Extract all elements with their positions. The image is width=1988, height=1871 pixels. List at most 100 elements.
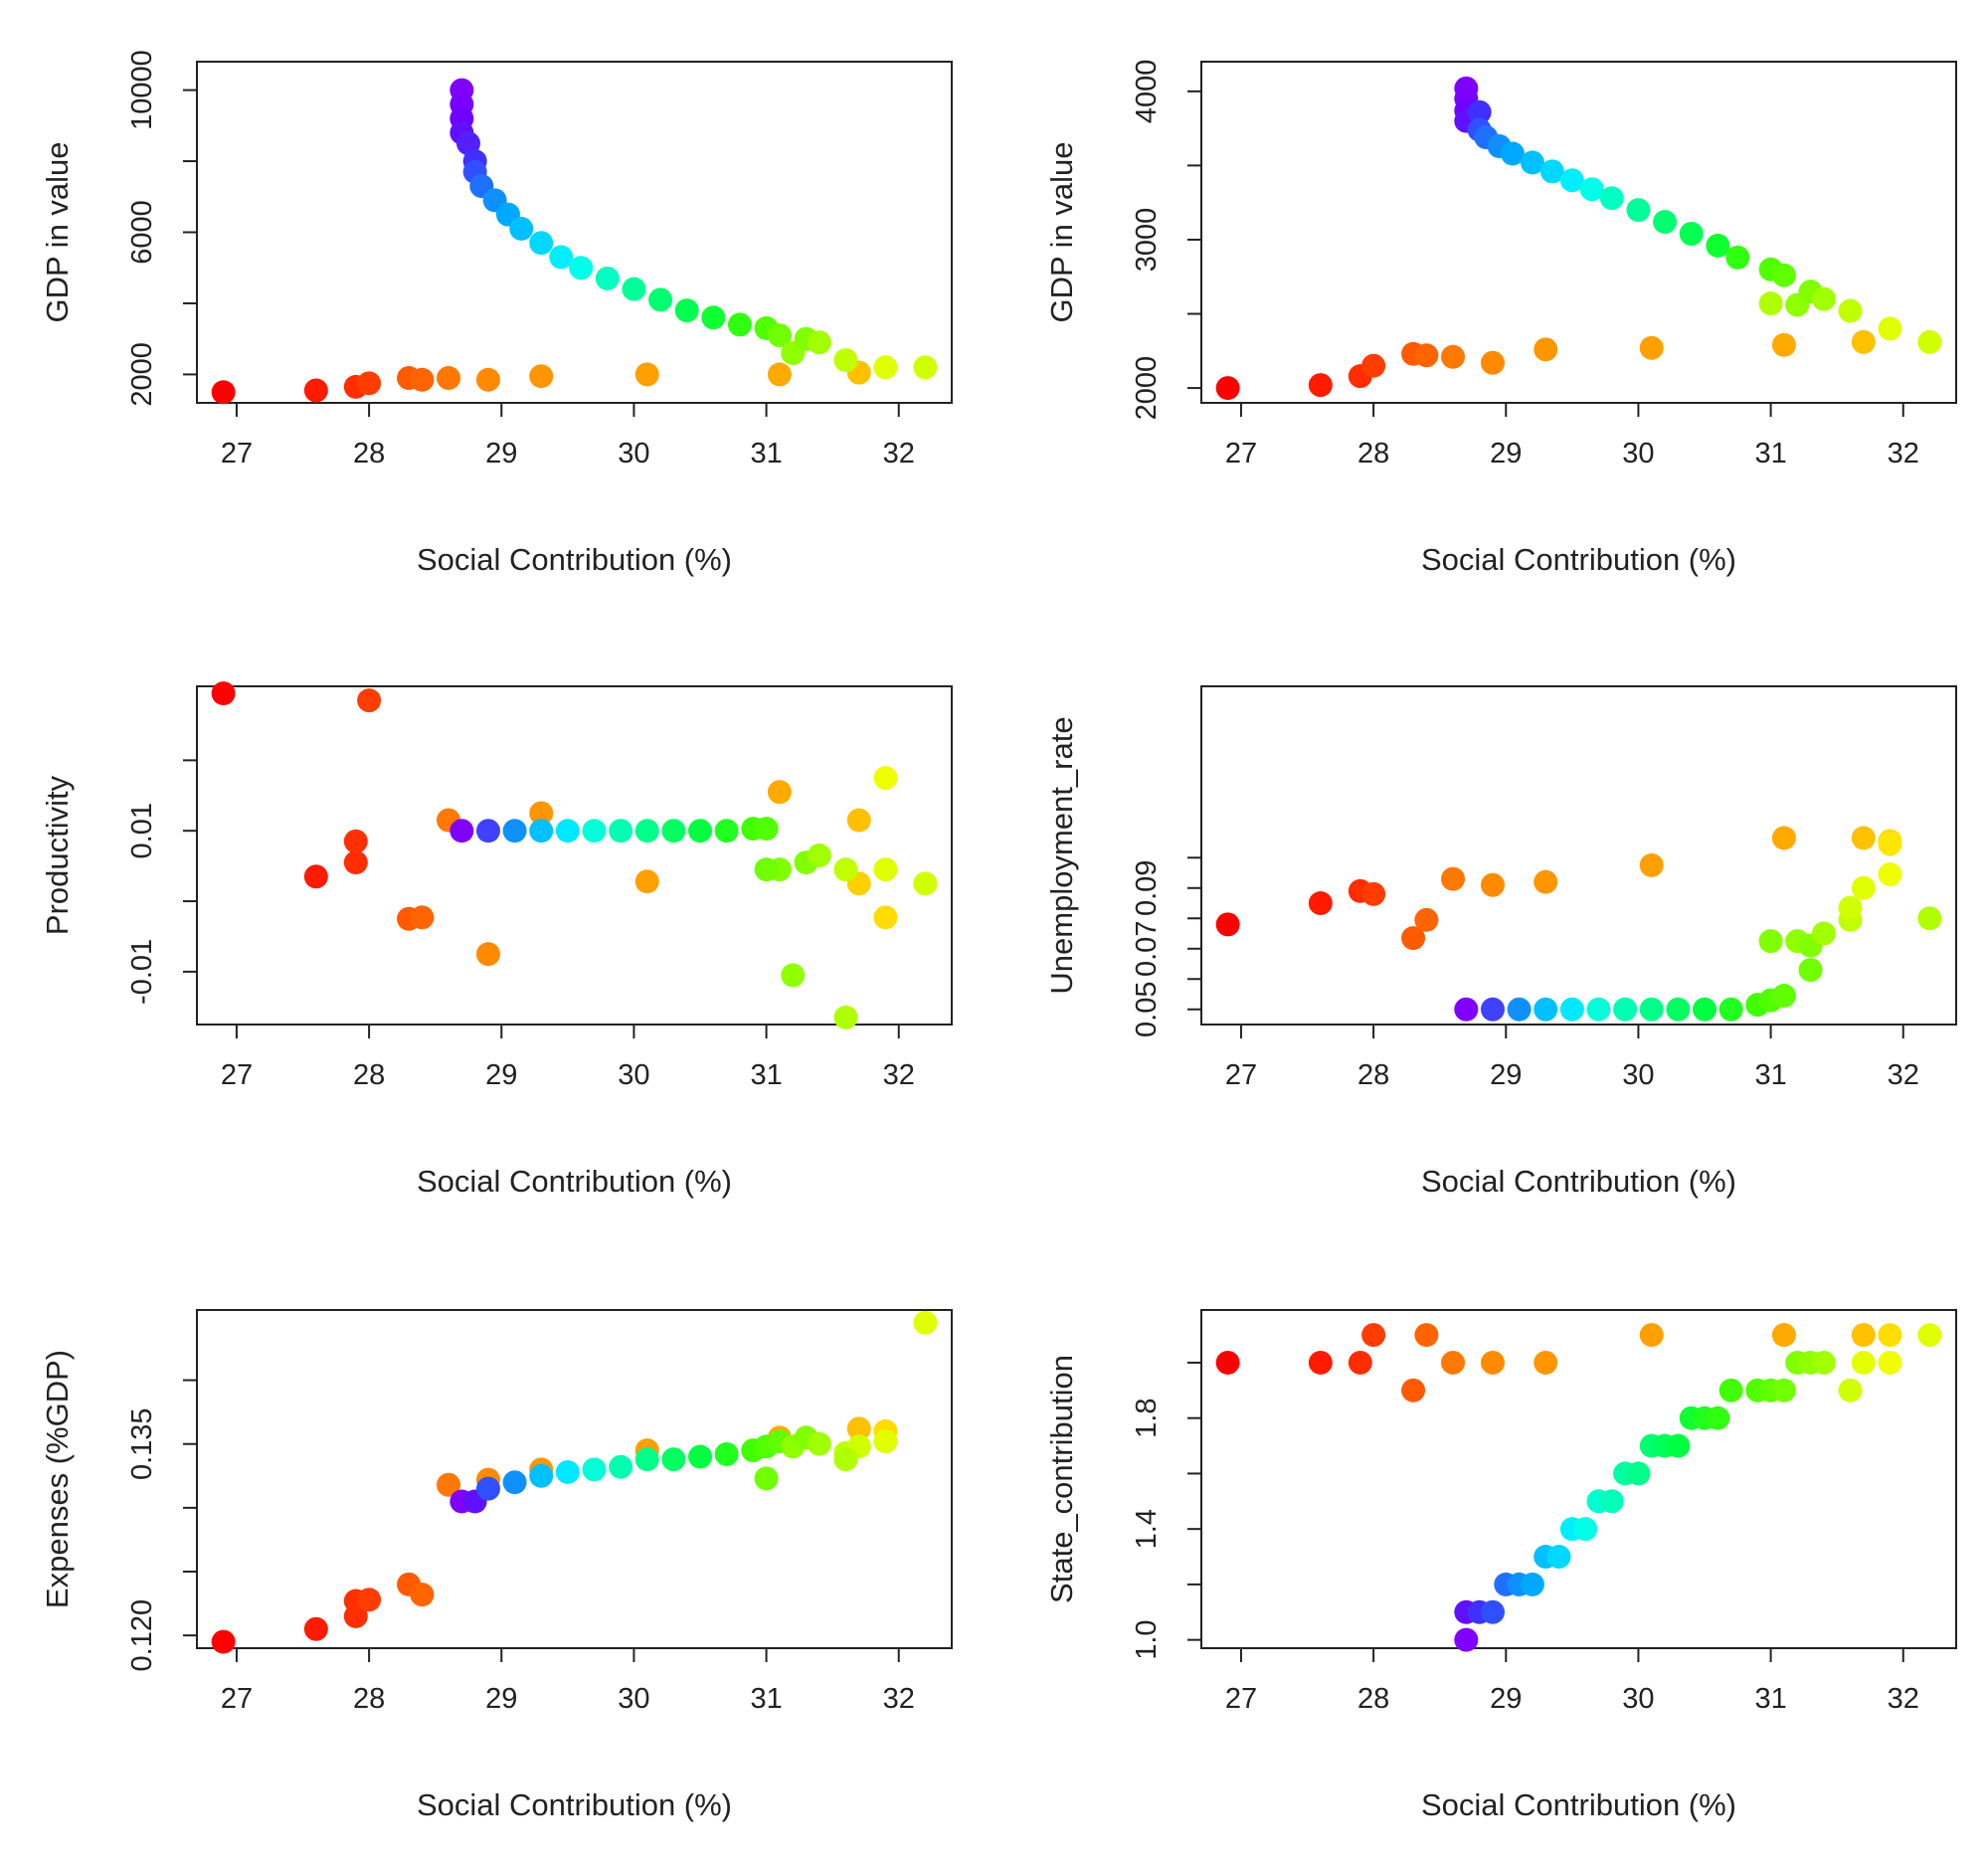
scatter-point xyxy=(661,1447,686,1472)
scatter-point xyxy=(1361,1323,1386,1348)
scatter-point xyxy=(569,256,594,281)
x-tick-label: 28 xyxy=(1357,1059,1389,1091)
scatter-point xyxy=(833,1005,858,1029)
scatter-point xyxy=(475,819,500,843)
scatter-point xyxy=(1771,332,1796,357)
x-tick-label: 27 xyxy=(221,1683,253,1715)
x-tick-label: 32 xyxy=(1888,1059,1919,1091)
scatter-point xyxy=(714,819,739,843)
scatter-point xyxy=(727,312,752,337)
scatter-point xyxy=(582,819,607,843)
scatter-point xyxy=(1308,891,1333,916)
plot-frame xyxy=(1200,61,1957,404)
y-axis-label: Unemployment_rate xyxy=(1044,716,1079,994)
scatter-point xyxy=(1414,1323,1439,1348)
scatter-point xyxy=(1758,929,1783,954)
scatter-point xyxy=(1534,1350,1558,1375)
scatter-point xyxy=(913,1310,938,1335)
scatter-point xyxy=(1917,1323,1942,1348)
x-tick-label: 30 xyxy=(618,438,649,469)
scatter-point xyxy=(754,857,779,882)
scatter-point xyxy=(1414,907,1439,932)
scatter-point xyxy=(211,1629,236,1654)
y-tick-label: 0.120 xyxy=(126,1599,158,1672)
chart-panel-5: 27 28 29 30 31 32 Social Contribution (%) 0.120… xyxy=(40,1309,953,1822)
scatter-point xyxy=(833,857,858,882)
scatter-point xyxy=(634,362,659,387)
scatter-point xyxy=(1851,875,1876,900)
scatter-point xyxy=(529,231,554,256)
scatter-point xyxy=(833,1447,858,1472)
scatter-point xyxy=(1653,210,1678,235)
scatter-point xyxy=(1454,1627,1479,1652)
x-tick-label: 31 xyxy=(750,438,782,469)
y-tick-label: 0.05 xyxy=(1131,982,1163,1037)
scatter-point xyxy=(1559,997,1584,1022)
scatter-point xyxy=(701,305,726,330)
x-tick-label: 27 xyxy=(221,1059,253,1091)
scatter-point xyxy=(410,1583,435,1607)
scatter-point xyxy=(529,364,554,389)
scatter-point xyxy=(1520,1572,1544,1596)
scatter-point xyxy=(1706,233,1730,258)
scatter-point xyxy=(609,819,633,843)
scatter-point xyxy=(437,365,460,390)
scatter-point xyxy=(1500,141,1525,166)
scatter-point xyxy=(303,864,328,889)
scatter-point xyxy=(1838,1378,1863,1403)
scatter-point xyxy=(1480,872,1505,897)
scatter-point xyxy=(1215,912,1240,937)
scatter-point xyxy=(1454,997,1479,1022)
scatter-point xyxy=(781,963,806,988)
scatter-point xyxy=(549,245,574,270)
scatter-point xyxy=(1573,1517,1598,1542)
chart-panel-1: 27 28 29 30 31 32 Social Contribution (%) 2000 6… xyxy=(40,50,953,577)
scatter-points xyxy=(211,78,938,405)
scatter-point xyxy=(1534,869,1558,894)
scatter-point xyxy=(1546,1545,1571,1570)
x-tick-label: 29 xyxy=(485,438,517,469)
scatter-point xyxy=(343,850,368,875)
scatter-point xyxy=(343,829,368,853)
scatter-point xyxy=(1414,343,1439,368)
y-axis-label: State_contribution xyxy=(1044,1355,1079,1603)
scatter-point xyxy=(475,942,500,967)
scatter-point xyxy=(475,1476,500,1501)
x-axis-label: Social Contribution (%) xyxy=(417,1164,732,1199)
scatter-point xyxy=(1811,921,1836,946)
scatter-point xyxy=(846,1416,871,1441)
scatter-point xyxy=(1401,926,1426,951)
x-tick-label: 28 xyxy=(1357,438,1389,469)
x-tick-label: 27 xyxy=(1225,438,1257,469)
scatter-point xyxy=(1666,997,1691,1022)
y-tick-label: 1.8 xyxy=(1131,1399,1163,1438)
scatter-point xyxy=(1851,329,1876,354)
scatter-point xyxy=(807,843,831,867)
scatter-point xyxy=(1851,1323,1876,1348)
scatter-point xyxy=(1467,99,1492,124)
scatter-points xyxy=(1215,826,1942,1022)
scatter-point xyxy=(1626,1461,1651,1486)
x-tick-label: 27 xyxy=(1225,1683,1257,1715)
scatter-point xyxy=(873,857,898,882)
y-tick-label: 0.09 xyxy=(1131,860,1163,916)
y-tick-label: -0.01 xyxy=(126,939,158,1005)
scatter-point xyxy=(634,819,659,843)
scatter-point xyxy=(357,371,382,396)
scatter-point xyxy=(1666,1433,1691,1458)
scatter-point xyxy=(1851,826,1876,850)
x-tick-label: 32 xyxy=(883,1059,915,1091)
x-tick-label: 29 xyxy=(1490,438,1522,469)
x-tick-label: 31 xyxy=(1754,1683,1786,1715)
scatter-point xyxy=(1718,997,1743,1022)
x-axis-label: Social Contribution (%) xyxy=(1421,1164,1736,1199)
y-tick-label: 3000 xyxy=(1131,208,1163,273)
scatter-point xyxy=(1639,997,1664,1022)
scatter-point xyxy=(1539,159,1564,184)
scatter-point xyxy=(1308,373,1333,398)
scatter-point xyxy=(211,380,236,405)
scatter-point xyxy=(807,330,831,355)
scatter-points xyxy=(211,1310,938,1654)
x-axis-label: Social Contribution (%) xyxy=(1421,542,1736,577)
